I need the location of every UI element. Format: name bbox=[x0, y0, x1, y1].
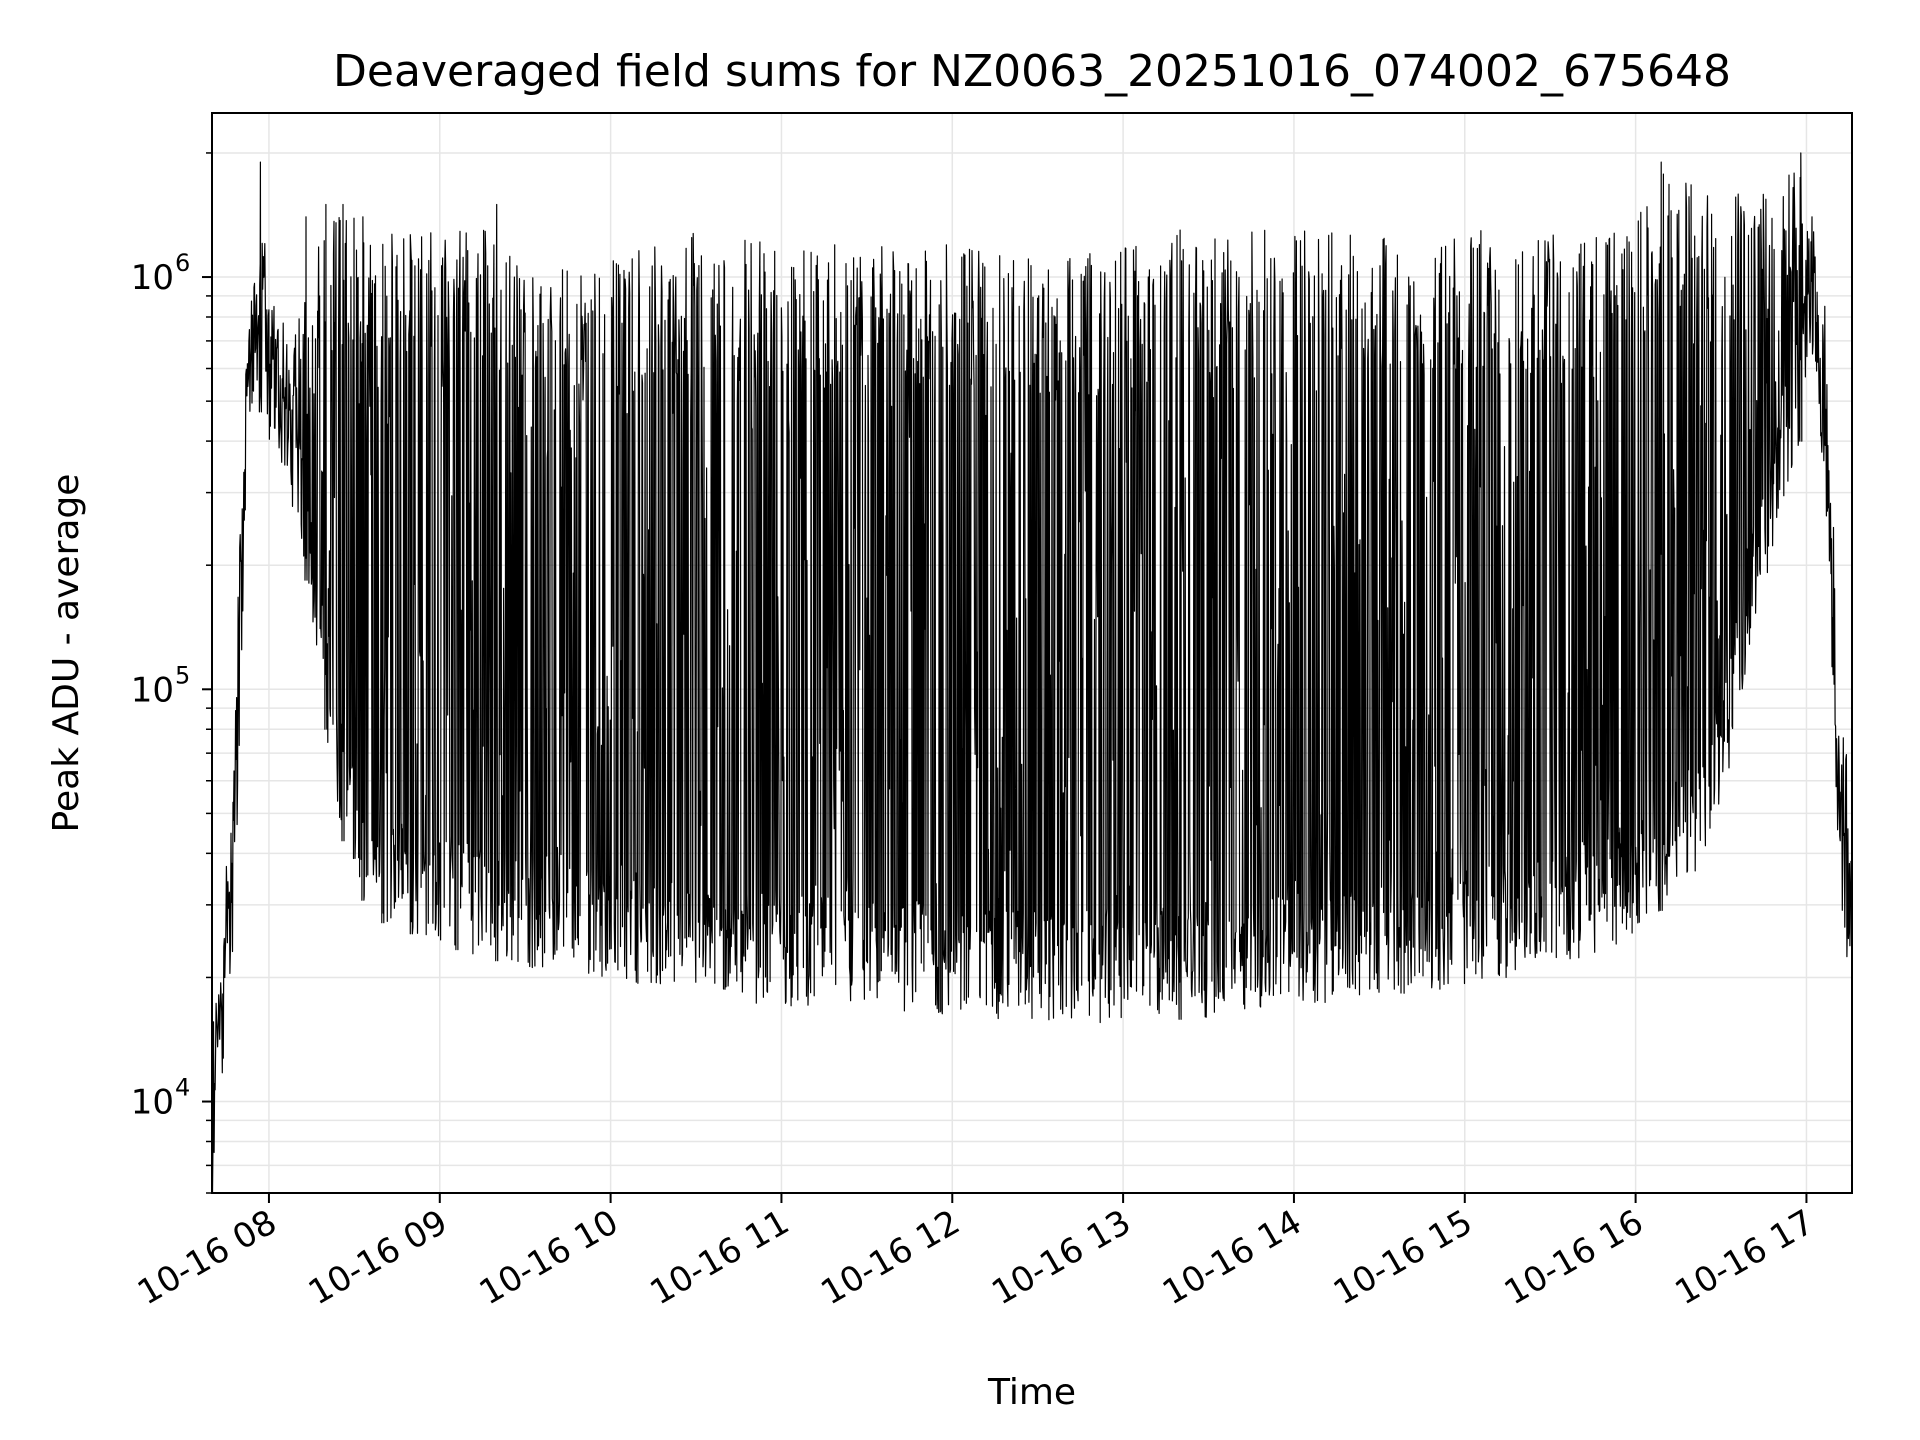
y-tick-label: 10 bbox=[131, 258, 174, 298]
y-tick-label-exponent: 6 bbox=[175, 249, 190, 277]
plot-series bbox=[211, 152, 1853, 1194]
series-line bbox=[211, 152, 1853, 1194]
y-tick-label: 10 bbox=[131, 1083, 174, 1123]
plot-frame bbox=[211, 112, 1853, 1194]
y-tick-label-exponent: 4 bbox=[175, 1074, 190, 1102]
chart-title: Deaveraged field sums for NZ0063_2025101… bbox=[333, 46, 1731, 97]
y-axis-label: Peak ADU - average bbox=[46, 474, 87, 833]
y-tick-label: 10 bbox=[131, 670, 174, 710]
y-tick-label-exponent: 5 bbox=[175, 661, 190, 689]
x-axis-label: Time bbox=[987, 1372, 1076, 1413]
